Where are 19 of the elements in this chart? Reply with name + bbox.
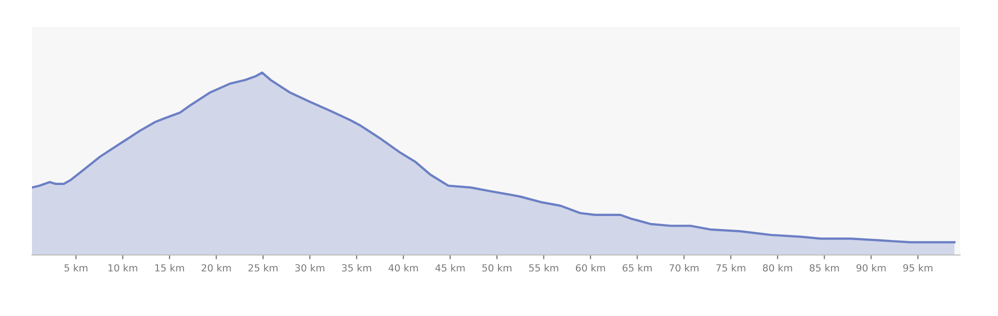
x-tick-label: 70 km <box>670 264 698 272</box>
x-tick-label: 5 km <box>64 264 88 272</box>
x-tick-label: 45 km <box>435 264 465 272</box>
x-tick-label: 25 km <box>248 264 278 272</box>
x-tick-label: 20 km <box>202 264 231 272</box>
x-tick-label: 50 km <box>482 264 512 272</box>
x-tick-label: 90 km <box>856 264 886 272</box>
x-tick-label: 35 km <box>342 264 372 272</box>
x-tick-label: 15 km <box>155 264 184 272</box>
x-tick-label: 10 km <box>108 264 138 272</box>
x-tick-label: 80 km <box>762 264 792 272</box>
x-tick-label: 95 km <box>903 264 932 272</box>
x-tick-label: 30 km <box>295 264 324 272</box>
x-tick-label: 85 km <box>810 264 839 272</box>
x-tick-label: 55 km <box>529 264 558 272</box>
x-tick-label: 60 km <box>576 264 605 272</box>
x-tick-label: 75 km <box>716 264 746 272</box>
x-tick-label: 40 km <box>388 264 418 272</box>
x-tick-label: 65 km <box>622 264 652 272</box>
